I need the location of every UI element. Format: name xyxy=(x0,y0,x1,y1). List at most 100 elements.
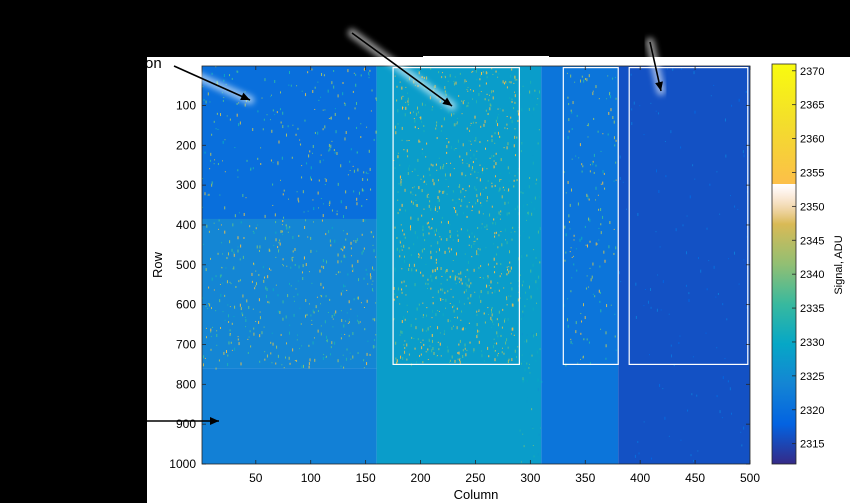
speckle xyxy=(220,293,222,297)
speckle xyxy=(447,290,449,293)
speckle xyxy=(417,174,419,176)
speckle xyxy=(366,126,368,128)
speckle xyxy=(411,336,413,339)
speckle xyxy=(493,265,495,268)
speckle xyxy=(342,82,344,85)
speckle xyxy=(516,179,518,182)
speckle xyxy=(420,341,422,343)
speckle xyxy=(301,345,303,347)
speckle xyxy=(459,72,461,75)
speckle xyxy=(396,236,398,239)
speckle xyxy=(337,271,339,274)
speckle xyxy=(514,208,516,211)
speckle xyxy=(263,276,265,279)
speckle xyxy=(222,253,224,255)
speckle xyxy=(216,344,218,346)
speckle xyxy=(491,154,493,158)
speckle xyxy=(688,292,690,295)
speckle xyxy=(352,332,354,336)
speckle xyxy=(521,284,523,287)
speckle xyxy=(289,362,291,365)
speckle xyxy=(587,195,589,197)
speckle xyxy=(317,329,319,333)
speckle xyxy=(449,74,451,78)
speckle xyxy=(349,169,351,171)
speckle xyxy=(208,193,210,196)
speckle xyxy=(586,275,588,277)
speckle xyxy=(346,312,348,314)
speckle xyxy=(255,320,257,322)
speckle xyxy=(577,202,579,206)
speckle xyxy=(564,225,566,229)
speckle xyxy=(571,277,573,279)
speckle xyxy=(336,210,338,212)
speckle xyxy=(405,101,407,103)
speckle xyxy=(475,122,477,124)
speckle xyxy=(291,156,293,159)
speckle xyxy=(401,291,403,294)
speckle xyxy=(474,186,476,190)
speckle xyxy=(360,123,362,125)
speckle xyxy=(602,181,604,185)
speckle xyxy=(635,315,637,319)
speckle xyxy=(535,183,537,185)
speckle xyxy=(402,356,404,360)
speckle xyxy=(442,166,444,170)
heatmap-region xyxy=(376,66,542,464)
speckle xyxy=(311,282,313,284)
speckle xyxy=(600,150,602,152)
speckle xyxy=(327,311,329,313)
speckle xyxy=(210,328,212,332)
speckle xyxy=(603,172,605,175)
speckle xyxy=(522,204,524,208)
speckle xyxy=(272,183,274,186)
speckle xyxy=(524,460,526,463)
speckle xyxy=(329,201,331,205)
speckle xyxy=(280,230,282,234)
speckle xyxy=(614,335,616,338)
speckle xyxy=(516,79,518,81)
speckle xyxy=(529,90,531,94)
speckle xyxy=(253,332,255,336)
speckle xyxy=(370,188,372,191)
speckle xyxy=(474,240,476,242)
speckle xyxy=(583,338,585,340)
speckle xyxy=(296,334,298,336)
speckle xyxy=(513,334,515,336)
speckle xyxy=(518,168,520,170)
speckle xyxy=(716,171,718,173)
speckle xyxy=(536,104,538,106)
speckle xyxy=(534,196,536,200)
speckle xyxy=(493,323,495,325)
speckle xyxy=(470,149,472,151)
speckle xyxy=(318,207,320,209)
speckle xyxy=(215,128,217,130)
annotation-arrows xyxy=(76,28,666,426)
speckle xyxy=(226,115,228,117)
heatmap-region xyxy=(618,66,750,464)
speckle xyxy=(297,280,299,282)
y-tick-label: 200 xyxy=(176,138,196,152)
speckle xyxy=(327,89,329,93)
speckle xyxy=(510,266,512,270)
speckle xyxy=(399,175,401,179)
speckle xyxy=(526,399,528,403)
speckle xyxy=(368,77,370,79)
speckle xyxy=(320,332,322,336)
speckle xyxy=(428,232,430,235)
speckle xyxy=(539,90,541,94)
speckle xyxy=(586,338,588,341)
speckle xyxy=(460,204,462,207)
speckle xyxy=(272,109,274,112)
speckle xyxy=(403,244,405,248)
speckle xyxy=(231,77,233,80)
speckle xyxy=(687,409,689,412)
speckle xyxy=(410,228,412,231)
speckle xyxy=(477,226,479,229)
speckle xyxy=(675,228,677,232)
speckle xyxy=(464,253,466,255)
speckle xyxy=(450,288,452,290)
speckle xyxy=(407,311,409,313)
speckle xyxy=(450,233,452,237)
speckle xyxy=(223,97,225,99)
